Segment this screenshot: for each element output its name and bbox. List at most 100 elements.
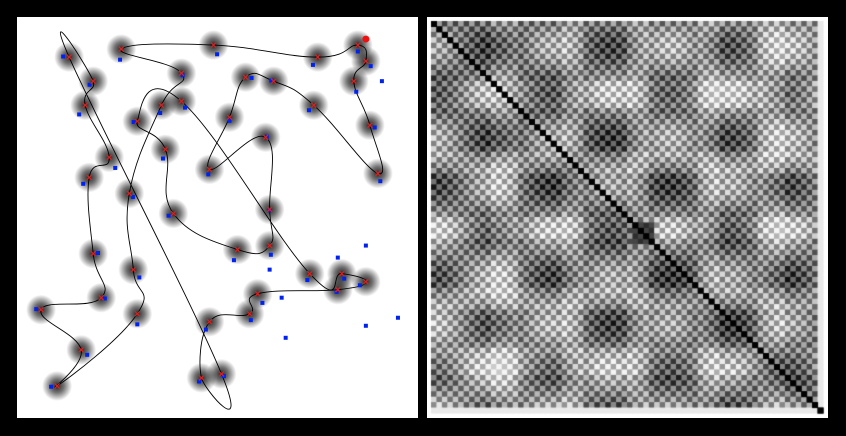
sample-point xyxy=(227,118,232,123)
cluster-center-marker xyxy=(354,42,361,48)
cluster-center-marker xyxy=(210,42,217,48)
cluster-center-marker xyxy=(134,310,141,317)
cluster-center-marker xyxy=(54,382,61,389)
sample-point xyxy=(334,289,339,294)
sample-point xyxy=(61,54,66,59)
sample-point xyxy=(81,181,86,186)
sample-point xyxy=(135,322,140,327)
sample-point xyxy=(354,89,359,94)
cluster-center-marker xyxy=(86,174,93,181)
sample-point xyxy=(249,75,254,80)
sample-point xyxy=(77,112,82,117)
cluster-center-marker xyxy=(242,74,249,81)
cluster-center-marker xyxy=(266,242,273,249)
cluster-center-marker xyxy=(306,270,313,277)
cluster-center-marker xyxy=(226,114,233,121)
cluster-center-marker xyxy=(206,166,213,173)
sample-point xyxy=(131,120,136,125)
cluster-center-marker xyxy=(314,54,321,61)
sample-point xyxy=(113,165,118,170)
cluster-center-marker xyxy=(134,118,141,125)
cluster-centers-layer xyxy=(38,35,381,389)
sample-point xyxy=(95,250,100,255)
sample-point xyxy=(203,327,208,332)
cluster-center-marker xyxy=(362,58,369,65)
sample-point xyxy=(118,57,123,62)
sample-point xyxy=(279,295,284,300)
sample-point xyxy=(357,283,362,288)
sample-point xyxy=(306,108,311,113)
sample-point xyxy=(102,296,107,301)
cluster-center-marker xyxy=(338,270,345,277)
cluster-center-marker xyxy=(66,54,73,61)
cluster-center-marker xyxy=(362,278,369,285)
sample-point xyxy=(206,172,211,177)
cluster-center-marker xyxy=(206,318,213,325)
cluster-center-marker xyxy=(162,146,169,153)
sample-point xyxy=(335,255,340,260)
cluster-center-marker xyxy=(78,346,85,353)
cluster-center-marker xyxy=(130,266,137,273)
sample-point xyxy=(355,49,360,54)
cluster-density-layer xyxy=(26,30,393,401)
cluster-center-marker xyxy=(334,286,341,293)
sample-point xyxy=(215,52,220,57)
cluster-center-marker xyxy=(118,46,125,53)
sample-point xyxy=(180,73,185,78)
cluster-center-marker xyxy=(106,154,113,161)
sample-point xyxy=(372,125,377,130)
tsp-route-canvas xyxy=(26,30,400,410)
sample-point xyxy=(363,323,368,328)
sample-point xyxy=(378,179,383,184)
sample-point xyxy=(260,300,265,305)
sample-point xyxy=(283,335,288,340)
sample-point xyxy=(160,156,165,161)
sample-point xyxy=(267,267,272,272)
sample-point xyxy=(87,82,92,87)
sample-points-layer xyxy=(34,49,400,389)
sample-point xyxy=(130,195,135,200)
cluster-center-marker xyxy=(246,310,253,317)
sample-point xyxy=(137,275,142,280)
cluster-center-marker xyxy=(262,134,269,141)
sample-point xyxy=(197,379,202,384)
cluster-center-marker xyxy=(38,306,44,313)
sample-point xyxy=(183,105,188,110)
sample-point xyxy=(49,384,54,389)
cluster-center-marker xyxy=(350,78,357,85)
sample-point xyxy=(395,315,400,320)
current-city-marker xyxy=(362,35,370,43)
sample-point xyxy=(310,62,315,67)
sample-point xyxy=(158,111,163,116)
cluster-center-marker xyxy=(266,206,273,213)
sample-point xyxy=(34,307,39,312)
sample-point xyxy=(305,278,310,283)
sample-point xyxy=(268,252,273,257)
cluster-center-marker xyxy=(374,170,381,177)
tsp-route-view[interactable] xyxy=(17,17,418,418)
sample-point xyxy=(166,213,171,218)
sample-point xyxy=(368,64,373,69)
cluster-center-marker xyxy=(178,70,185,77)
cluster-center-marker xyxy=(198,374,205,381)
sample-point xyxy=(85,352,90,357)
cluster-center-marker xyxy=(254,290,261,297)
cluster-center-marker xyxy=(234,246,241,253)
cluster-center-marker xyxy=(90,250,97,257)
cluster-center-marker xyxy=(270,78,277,85)
cluster-center-marker xyxy=(218,370,225,377)
cluster-center-marker xyxy=(90,78,97,85)
cluster-center-marker xyxy=(310,102,317,109)
sample-point xyxy=(231,258,236,263)
sample-point xyxy=(269,78,274,83)
sample-point xyxy=(379,79,384,84)
sample-point xyxy=(248,318,253,323)
distance-matrix-heatmap xyxy=(427,17,828,418)
cluster-center-marker xyxy=(366,122,373,129)
cluster-center-marker xyxy=(126,190,133,197)
sample-point xyxy=(342,276,347,281)
distance-matrix-view[interactable] xyxy=(427,17,828,418)
sample-point xyxy=(363,243,368,248)
cluster-center-marker xyxy=(170,210,177,217)
cluster-center-marker xyxy=(98,294,105,301)
